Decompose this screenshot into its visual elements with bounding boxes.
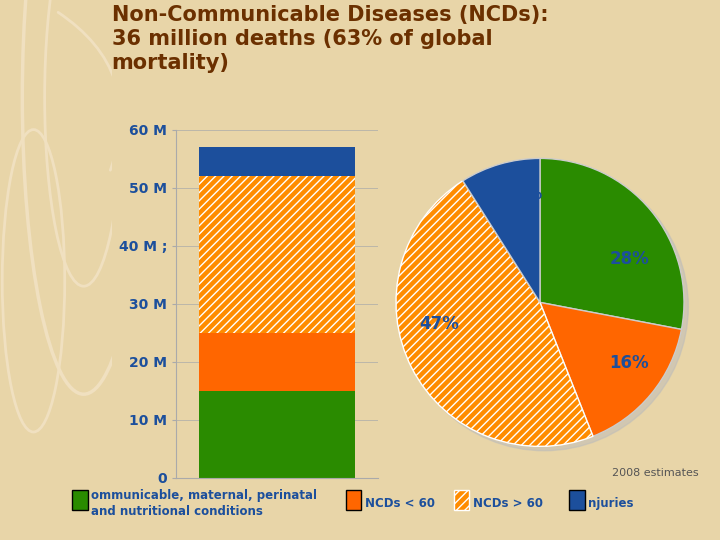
Wedge shape xyxy=(540,158,684,329)
Wedge shape xyxy=(396,181,593,447)
Text: 28%: 28% xyxy=(609,250,649,268)
Text: and nutritional conditions: and nutritional conditions xyxy=(91,505,264,518)
Text: 9%: 9% xyxy=(514,185,543,204)
Text: Non-Communicable Diseases (NCDs):
36 million deaths (63% of global
mortality): Non-Communicable Diseases (NCDs): 36 mil… xyxy=(112,5,548,73)
Bar xyxy=(199,333,355,391)
Text: ommunicable, maternal, perinatal: ommunicable, maternal, perinatal xyxy=(91,489,318,502)
Text: NCDs < 60: NCDs < 60 xyxy=(365,497,435,510)
Text: 47%: 47% xyxy=(419,315,459,333)
Text: NCDs > 60: NCDs > 60 xyxy=(473,497,543,510)
Bar xyxy=(199,147,355,176)
FancyArrowPatch shape xyxy=(58,12,120,170)
Wedge shape xyxy=(463,158,540,302)
Bar xyxy=(199,391,355,478)
Circle shape xyxy=(400,163,688,451)
Bar xyxy=(199,176,355,333)
Text: 2008 estimates: 2008 estimates xyxy=(612,468,698,478)
Text: 16%: 16% xyxy=(609,354,649,372)
Text: njuries: njuries xyxy=(588,497,634,510)
Wedge shape xyxy=(540,302,681,436)
